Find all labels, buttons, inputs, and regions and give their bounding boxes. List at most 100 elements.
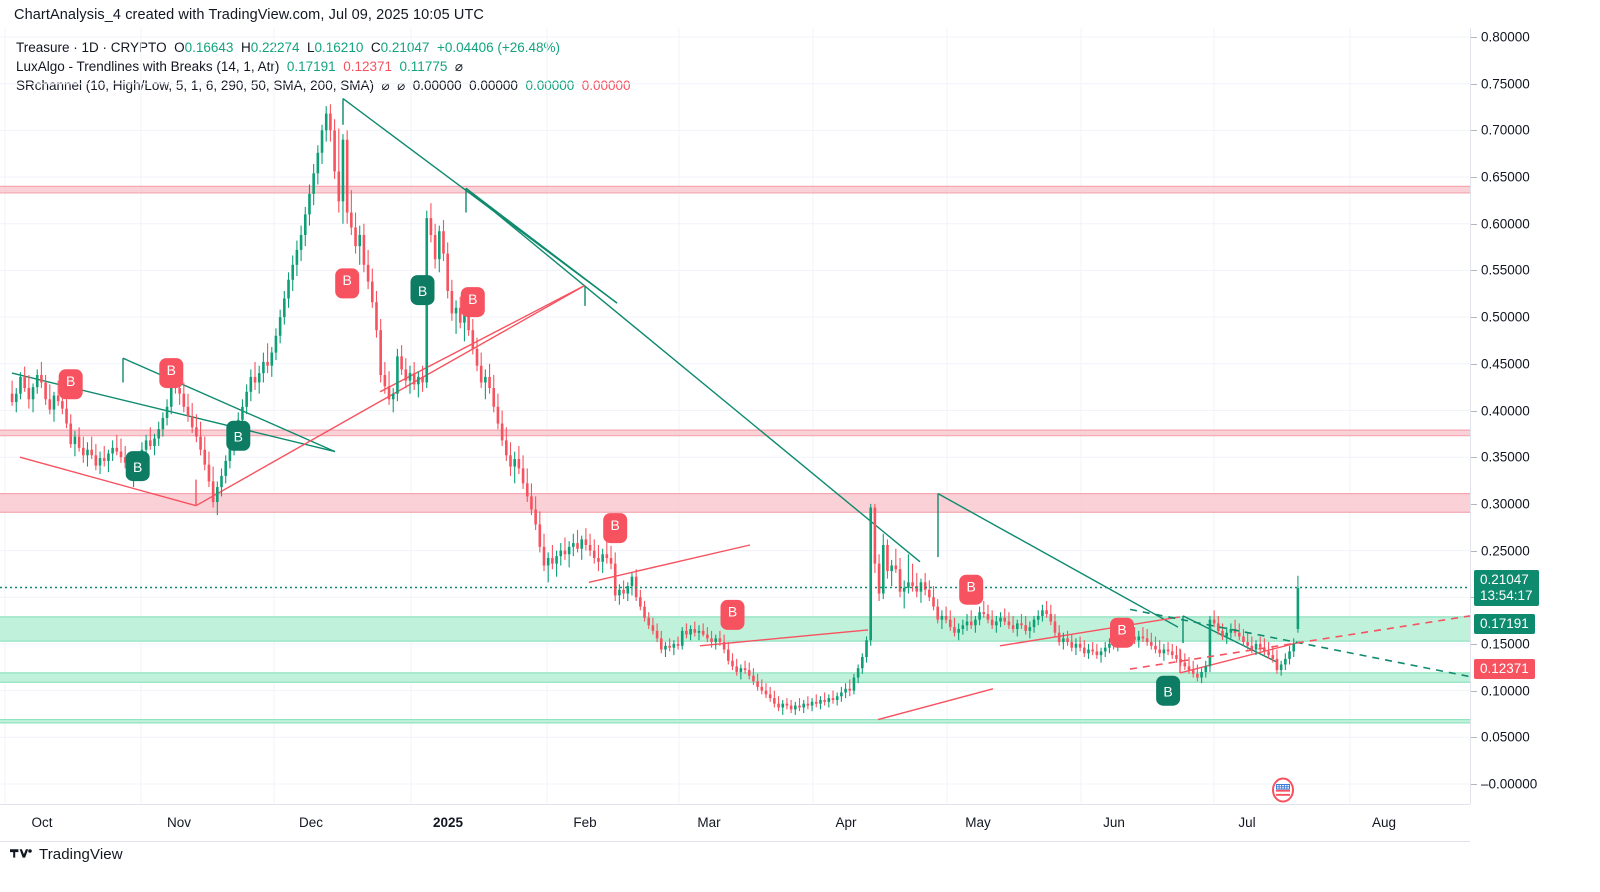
svg-text:B: B: [611, 517, 620, 533]
price-tick-mark: [1471, 363, 1477, 365]
price-tick-mark: [1471, 457, 1477, 459]
price-axis[interactable]: 0.80000 0.75000 0.70000 0.65000 0.60000 0.550…: [1470, 28, 1600, 804]
upper-trendline-badge[interactable]: 0.17191: [1474, 613, 1535, 634]
price-tick: 0.60000: [1481, 216, 1530, 232]
svg-text:B: B: [418, 283, 427, 299]
legend-low-value: 0.16210: [314, 40, 364, 55]
legend-srchannel-value-6: 0.00000: [581, 78, 631, 93]
svg-text:B: B: [967, 578, 976, 594]
legend-sep-2: ·: [98, 40, 111, 55]
price-tick: 0.75000: [1481, 76, 1530, 92]
legend-change: +0.04406: [436, 40, 494, 55]
time-tick: Mar: [697, 815, 721, 830]
lower-trendline-badge[interactable]: 0.12371: [1474, 658, 1535, 679]
legend-high-label: H: [240, 40, 251, 55]
us-flag-icon[interactable]: [1271, 777, 1295, 803]
price-tick-mark: [1471, 270, 1477, 272]
time-tick: Nov: [166, 815, 192, 830]
legend-indicator-srchannel-name: SRchannel (10, High/Low, 5, 1, 6, 290, 5…: [16, 78, 374, 93]
svg-text:B: B: [1117, 621, 1126, 637]
signal-marker-sell[interactable]: B: [603, 513, 628, 544]
svg-text:B: B: [1163, 683, 1172, 699]
time-tick: Jun: [1103, 815, 1125, 830]
legend-open-label: O: [174, 40, 185, 55]
signal-marker-sell[interactable]: B: [720, 599, 745, 630]
legend-close-value: 0.21047: [380, 40, 430, 55]
legend-symbol-row[interactable]: Treasure · 1D · CRYPTO O0.16643 H0.22274…: [16, 38, 631, 57]
signal-marker-buy[interactable]: B: [1156, 675, 1181, 706]
chart-plot-area[interactable]: B B B B B B B B B B B B: [0, 28, 1470, 804]
price-tick: 0.80000: [1481, 29, 1530, 45]
badge-price: 0.21047: [1480, 571, 1529, 587]
time-tick: May: [965, 815, 991, 830]
price-tick: 0.35000: [1481, 449, 1530, 465]
svg-text:B: B: [468, 291, 477, 307]
legend-srchannel-value-5: 0.00000: [525, 78, 575, 93]
price-tick: 0.55000: [1481, 262, 1530, 278]
signal-marker-sell[interactable]: B: [335, 268, 360, 299]
legend-indicator-luxalgo-name: LuxAlgo - Trendlines with Breaks (14, 1,…: [16, 59, 280, 74]
legend-srchannel-value-3: 0.00000: [412, 78, 462, 93]
price-tick: 0.25000: [1481, 543, 1530, 559]
signal-marker-sell[interactable]: B: [159, 358, 184, 389]
price-tick-mark: [1471, 503, 1477, 505]
signal-marker-sell[interactable]: B: [959, 574, 984, 605]
price-tick-mark: [1471, 643, 1477, 645]
chart-canvas: B B B B B B B B B B B B: [0, 28, 1470, 804]
legend-luxalgo-value-2: 0.12371: [343, 59, 393, 74]
legend-low-label: L: [307, 40, 315, 55]
legend-open-value: 0.16643: [184, 40, 234, 55]
legend-interval[interactable]: 1D: [81, 40, 99, 55]
signal-marker-sell[interactable]: B: [58, 369, 83, 400]
svg-text:B: B: [133, 459, 142, 475]
time-tick: Dec: [298, 815, 324, 830]
price-tick-mark: [1471, 130, 1477, 132]
price-tick: 0.45000: [1481, 356, 1530, 372]
tradingview-label: TradingView: [39, 846, 123, 863]
svg-text:B: B: [343, 272, 352, 288]
signal-marker-buy[interactable]: B: [226, 420, 251, 451]
price-tick-mark: [1471, 784, 1477, 785]
signal-marker-sell[interactable]: B: [460, 287, 485, 318]
time-tick: 2025: [432, 815, 464, 830]
time-tick: Feb: [573, 815, 597, 830]
legend-exchange: CRYPTO: [110, 40, 167, 55]
price-tick: 0.15000: [1481, 636, 1530, 652]
time-tick: Oct: [31, 815, 53, 830]
svg-text:B: B: [234, 429, 243, 445]
legend-luxalgo-value-4: ⌀: [454, 59, 464, 74]
price-tick: 0.40000: [1481, 403, 1530, 418]
price-tick: –0.00000: [1481, 776, 1538, 792]
legend-srchannel-value-2: ⌀: [397, 78, 406, 93]
time-tick: Aug: [1371, 815, 1397, 830]
price-tick-mark: [1471, 37, 1477, 38]
price-tick: 0.10000: [1481, 683, 1530, 699]
signal-marker-buy[interactable]: B: [410, 275, 435, 306]
signal-marker-sell[interactable]: B: [1110, 617, 1134, 648]
price-tick: 0.05000: [1481, 729, 1530, 745]
time-axis[interactable]: Oct Nov Dec 2025 Feb Mar Apr May Jun Jul Aug: [0, 804, 1470, 842]
legend-change-percent: (+26.48%): [497, 40, 561, 55]
legend-high-value: 0.22274: [250, 40, 300, 55]
legend-close-label: C: [370, 40, 381, 55]
time-tick: Jul: [1238, 815, 1256, 830]
svg-text:B: B: [66, 373, 75, 389]
price-tick-mark: [1471, 690, 1477, 692]
price-tick: 0.65000: [1481, 169, 1530, 185]
signal-marker-buy[interactable]: B: [125, 451, 150, 482]
price-tick: 0.50000: [1481, 309, 1530, 325]
badge-countdown: 13:54:17: [1480, 587, 1533, 603]
price-tick-mark: [1471, 410, 1477, 412]
legend-luxalgo-value-1: 0.17191: [286, 59, 336, 74]
legend-indicator-srchannel[interactable]: SRchannel (10, High/Low, 5, 1, 6, 290, 5…: [16, 76, 631, 95]
svg-text:B: B: [728, 604, 737, 620]
legend-symbol[interactable]: Treasure: [16, 40, 70, 55]
price-tick-mark: [1471, 317, 1477, 319]
tradingview-branding: TradingView: [10, 846, 123, 863]
legend-srchannel-value-1: ⌀: [381, 78, 390, 93]
price-tick: 0.70000: [1481, 122, 1530, 138]
last-price-badge[interactable]: 0.21047 13:54:17: [1474, 569, 1539, 606]
chart-legend: Treasure · 1D · CRYPTO O0.16643 H0.22274…: [16, 38, 631, 95]
legend-sep-1: ·: [69, 40, 82, 55]
